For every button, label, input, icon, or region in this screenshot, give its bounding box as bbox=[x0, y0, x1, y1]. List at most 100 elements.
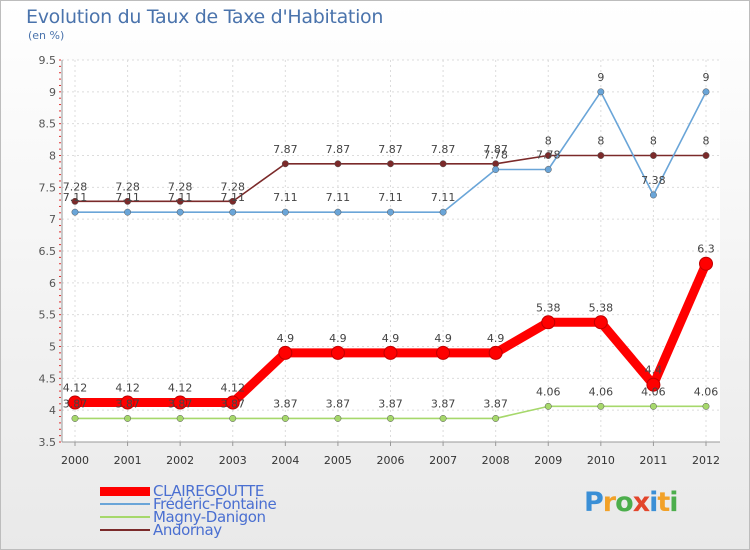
y-tick-label: 4 bbox=[49, 404, 56, 417]
data-point bbox=[330, 345, 345, 360]
data-point bbox=[649, 191, 657, 199]
data-label: 7.87 bbox=[431, 143, 456, 156]
data-point bbox=[492, 166, 500, 173]
data-label: 9 bbox=[597, 71, 604, 84]
data-point bbox=[597, 152, 605, 159]
data-label: 4.06 bbox=[641, 385, 666, 398]
data-label: 6.3 bbox=[697, 243, 715, 256]
x-tick-label: 2011 bbox=[639, 454, 667, 467]
x-tick-label: 2000 bbox=[61, 454, 89, 467]
data-label: 8 bbox=[545, 135, 552, 148]
x-tick-label: 2007 bbox=[429, 454, 457, 467]
y-tick-label: 5.5 bbox=[39, 309, 57, 322]
data-point bbox=[439, 208, 447, 216]
data-point bbox=[702, 402, 710, 410]
data-point bbox=[71, 414, 79, 422]
data-point bbox=[124, 208, 132, 216]
x-tick-label: 2009 bbox=[534, 454, 562, 467]
data-point bbox=[120, 395, 135, 410]
x-tick-label: 2005 bbox=[324, 454, 352, 467]
unit-label: (en %) bbox=[28, 29, 65, 42]
data-point bbox=[544, 402, 552, 410]
data-point bbox=[173, 395, 188, 410]
data-point bbox=[387, 414, 394, 422]
brand-letter: i bbox=[669, 487, 678, 518]
data-point bbox=[229, 414, 237, 422]
data-point bbox=[702, 152, 710, 159]
data-label: 4.12 bbox=[168, 382, 193, 395]
x-tick-label: 2001 bbox=[114, 454, 142, 467]
y-tick-label: 8.5 bbox=[39, 118, 57, 131]
brand-letter: t bbox=[657, 487, 670, 518]
data-point bbox=[68, 395, 82, 410]
brand-letter: x bbox=[632, 487, 650, 518]
data-point bbox=[544, 166, 552, 173]
data-point bbox=[387, 160, 394, 168]
y-tick-label: 5 bbox=[49, 341, 56, 354]
x-tick-label: 2012 bbox=[692, 454, 720, 467]
data-point bbox=[436, 345, 451, 360]
data-point bbox=[176, 208, 184, 216]
data-point bbox=[597, 402, 605, 410]
data-point bbox=[229, 208, 237, 216]
brand-logo: Proxiti bbox=[584, 487, 679, 518]
data-point bbox=[124, 414, 132, 422]
y-tick-label: 9.5 bbox=[39, 54, 57, 67]
data-label: 4.12 bbox=[115, 382, 140, 395]
data-label: 7.87 bbox=[326, 143, 351, 156]
legend-label: Magny-Danigon bbox=[153, 508, 266, 526]
data-point bbox=[225, 395, 240, 410]
data-label: 7.28 bbox=[63, 180, 88, 193]
data-label: 9 bbox=[703, 71, 710, 84]
data-label: 7.11 bbox=[63, 191, 88, 204]
legend-label: CLAIREGOUTTE bbox=[153, 482, 264, 500]
data-label: 7.87 bbox=[483, 143, 508, 156]
legend-swatch bbox=[100, 503, 150, 505]
y-tick-label: 7 bbox=[49, 213, 56, 226]
y-tick-label: 3.5 bbox=[39, 436, 57, 449]
data-point bbox=[702, 88, 710, 96]
data-label: 4.9 bbox=[277, 332, 295, 345]
data-label: 5.38 bbox=[536, 301, 561, 314]
data-point bbox=[176, 414, 184, 422]
data-label: 7.28 bbox=[115, 180, 140, 193]
data-label: 7.78 bbox=[536, 149, 561, 162]
data-label: 4.9 bbox=[329, 332, 347, 345]
legend-label: Frédéric-Fontaine bbox=[153, 495, 277, 513]
data-label: 4.12 bbox=[63, 382, 88, 395]
data-point bbox=[71, 208, 79, 216]
data-label: 4.06 bbox=[694, 385, 719, 398]
data-point bbox=[176, 197, 184, 205]
chart-title: Evolution du Taux de Taxe d'Habitation bbox=[26, 6, 384, 28]
data-label: 3.87 bbox=[221, 397, 246, 410]
data-label: 5.38 bbox=[589, 301, 614, 314]
data-point bbox=[593, 315, 608, 330]
data-label: 4.9 bbox=[434, 332, 452, 345]
data-label: 3.87 bbox=[483, 397, 508, 410]
brand-letter: o bbox=[615, 487, 634, 518]
data-label: 8 bbox=[650, 135, 657, 148]
data-label: 3.87 bbox=[168, 397, 193, 410]
data-point bbox=[124, 197, 132, 205]
x-tick-label: 2010 bbox=[587, 454, 615, 467]
data-label: 7.11 bbox=[431, 191, 456, 204]
data-label: 7.28 bbox=[221, 180, 246, 193]
data-label: 8 bbox=[703, 135, 710, 148]
data-point bbox=[334, 414, 342, 422]
legend-label: Andornay bbox=[153, 521, 222, 539]
data-label: 3.87 bbox=[273, 397, 298, 410]
data-label: 7.11 bbox=[378, 191, 403, 204]
data-label: 4.9 bbox=[382, 332, 400, 345]
data-point bbox=[278, 345, 293, 360]
data-point bbox=[383, 345, 398, 360]
legend-swatch bbox=[100, 486, 150, 496]
data-label: 7.11 bbox=[168, 191, 193, 204]
data-point bbox=[492, 414, 500, 422]
y-tick-label: 8 bbox=[49, 150, 56, 163]
data-point bbox=[281, 160, 289, 168]
x-tick-label: 2002 bbox=[166, 454, 194, 467]
data-label: 3.87 bbox=[431, 397, 456, 410]
x-tick-label: 2006 bbox=[377, 454, 405, 467]
y-tick-label: 4.5 bbox=[39, 372, 57, 385]
